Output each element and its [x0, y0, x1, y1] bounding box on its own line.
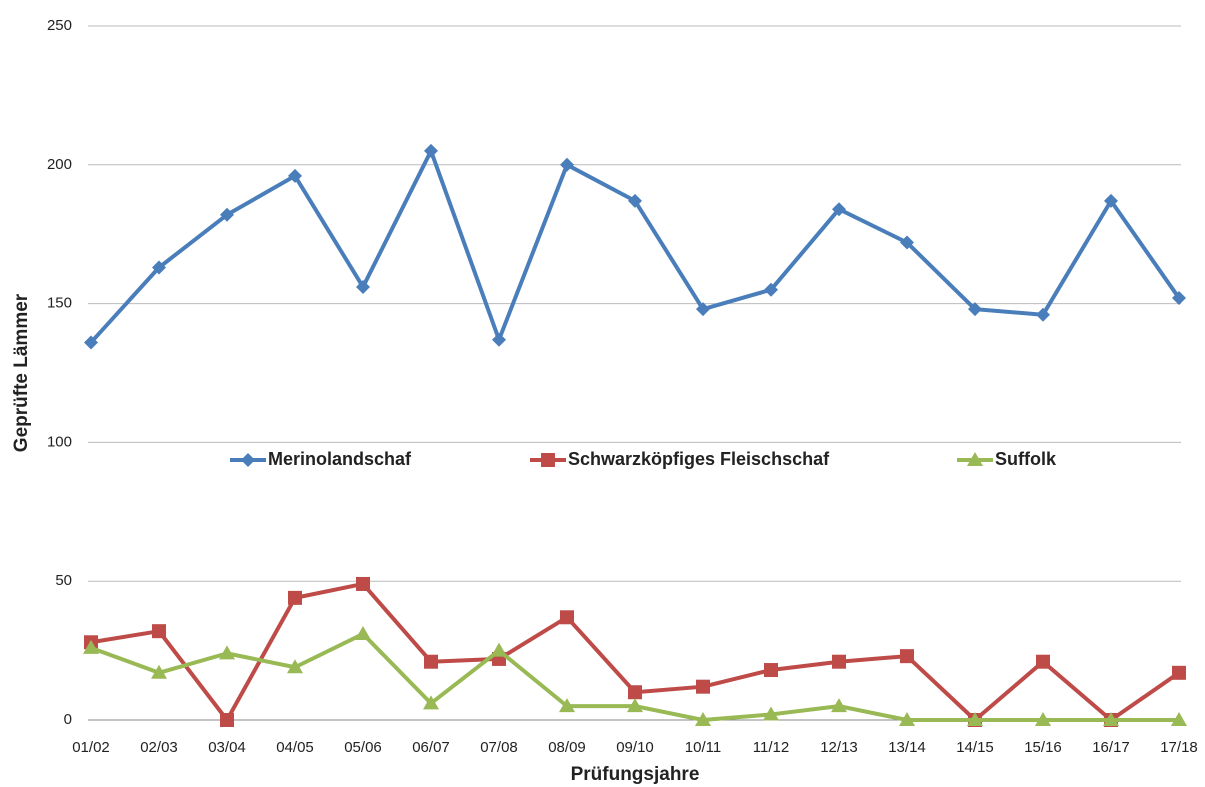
- data-point: [1172, 291, 1186, 306]
- x-tick-label: 09/10: [616, 739, 654, 756]
- data-point: [899, 712, 915, 726]
- x-tick-label: 15/16: [1024, 739, 1062, 756]
- data-point: [1036, 307, 1050, 322]
- data-point: [152, 260, 166, 275]
- data-point: [287, 659, 303, 674]
- data-point: [288, 168, 302, 183]
- x-tick-label: 14/15: [956, 739, 994, 756]
- data-point: [900, 235, 914, 250]
- y-tick-label: 0: [64, 711, 72, 728]
- data-point: [695, 712, 711, 726]
- y-axis-title: Geprüfte Lämmer: [11, 293, 32, 452]
- data-point: [1103, 712, 1119, 726]
- data-point: [627, 698, 643, 713]
- data-point: [84, 335, 98, 350]
- data-point: [492, 332, 506, 347]
- data-point: [764, 282, 778, 297]
- y-tick-label: 50: [55, 572, 72, 589]
- data-point: [764, 663, 778, 678]
- series-line: [89, 148, 1181, 344]
- x-tick-label: 04/05: [276, 739, 314, 756]
- legend-marker: [541, 453, 555, 467]
- y-tick-label: 200: [47, 156, 72, 173]
- data-point: [968, 302, 982, 317]
- data-point: [967, 712, 983, 726]
- data-point: [220, 713, 234, 727]
- legend-label: Schwarzköpfiges Fleischschaf: [568, 449, 830, 469]
- x-tick-label: 11/12: [753, 739, 789, 756]
- y-tick-label: 250: [47, 17, 72, 34]
- data-point: [831, 698, 847, 713]
- data-point: [356, 279, 370, 294]
- data-point: [559, 698, 575, 713]
- x-tick-label: 01/02: [72, 739, 110, 756]
- legend-label: Suffolk: [995, 449, 1057, 469]
- data-point: [424, 143, 438, 158]
- legend-label: Merinolandschaf: [268, 449, 412, 469]
- data-point: [83, 639, 99, 654]
- x-tick-label: 07/08: [480, 739, 518, 756]
- y-tick-label: 100: [47, 433, 72, 450]
- data-point: [763, 706, 779, 721]
- data-point: [1035, 712, 1051, 726]
- data-point: [356, 576, 370, 591]
- data-point: [1172, 665, 1186, 680]
- data-point: [832, 654, 846, 669]
- data-point: [628, 193, 642, 208]
- x-tick-label: 16/17: [1092, 739, 1130, 756]
- x-tick-label: 08/09: [548, 739, 586, 756]
- legend-marker: [967, 452, 983, 466]
- data-point: [696, 679, 710, 694]
- x-tick-label: 12/13: [820, 739, 858, 756]
- data-point: [151, 664, 167, 679]
- x-tick-label: 17/18: [1160, 739, 1198, 756]
- data-point: [220, 207, 234, 222]
- data-point: [1036, 654, 1050, 669]
- data-point: [219, 645, 235, 660]
- data-point: [1104, 193, 1118, 208]
- x-tick-label: 06/07: [412, 739, 450, 756]
- y-tick-label: 150: [47, 295, 72, 312]
- data-point: [628, 685, 642, 700]
- data-point: [560, 157, 574, 172]
- x-tick-label: 02/03: [140, 739, 178, 756]
- data-point: [832, 202, 846, 217]
- x-tick-label: 10/11: [685, 739, 721, 756]
- data-point: [491, 642, 507, 657]
- data-point: [424, 654, 438, 669]
- data-point: [152, 624, 166, 639]
- data-point: [900, 649, 914, 664]
- x-tick-label: 13/14: [888, 739, 926, 756]
- data-point: [560, 610, 574, 625]
- data-point: [355, 625, 371, 640]
- data-point: [1171, 712, 1187, 726]
- x-axis-title: Prüfungsjahre: [571, 764, 700, 785]
- x-tick-label: 05/06: [344, 739, 382, 756]
- legend-marker: [241, 453, 255, 467]
- data-point: [423, 695, 439, 710]
- data-point: [288, 590, 302, 605]
- data-point: [696, 302, 710, 317]
- x-tick-label: 03/04: [208, 739, 246, 756]
